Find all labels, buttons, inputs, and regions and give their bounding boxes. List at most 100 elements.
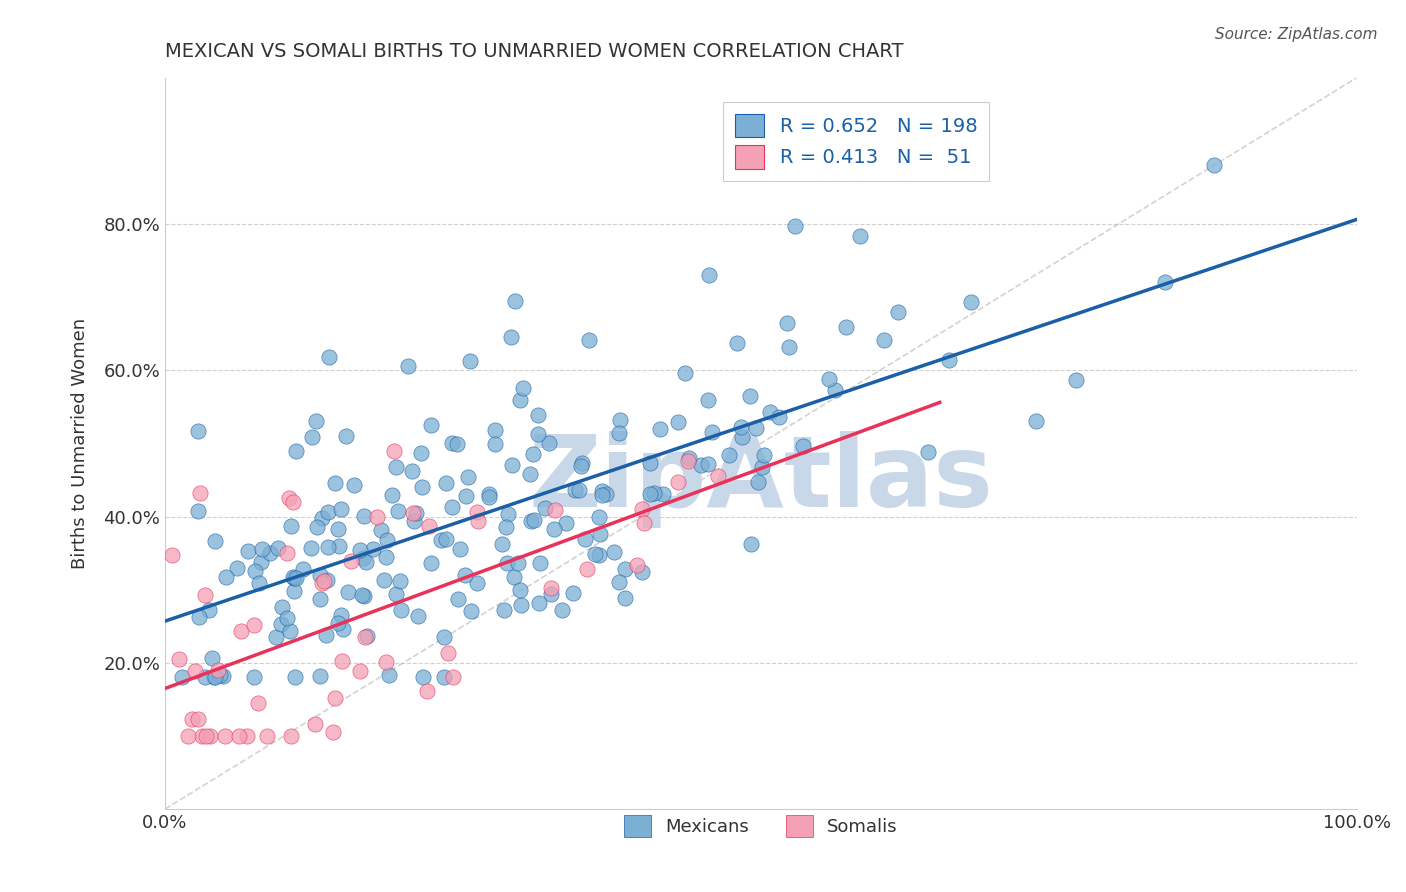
Mexicans — [571, 457, 593, 471]
Somalis — [626, 558, 648, 572]
Mexicans — [332, 622, 354, 636]
Mexicans — [401, 465, 423, 479]
Mexicans — [283, 584, 305, 599]
Mexicans — [352, 550, 374, 565]
Somalis — [401, 506, 423, 520]
Mexicans — [510, 599, 533, 613]
Mexicans — [589, 526, 612, 541]
Mexicans — [316, 573, 339, 587]
Mexicans — [509, 582, 531, 597]
Mexicans — [478, 490, 501, 504]
Mexicans — [568, 483, 591, 498]
Mexicans — [370, 524, 392, 538]
Mexicans — [315, 628, 337, 642]
Mexicans — [238, 544, 260, 558]
Mexicans — [406, 608, 429, 623]
Somalis — [416, 684, 439, 698]
Somalis — [194, 729, 217, 743]
Mexicans — [501, 458, 523, 472]
Mexicans — [299, 541, 322, 555]
Mexicans — [309, 591, 332, 606]
Mexicans — [519, 467, 541, 482]
Mexicans — [405, 506, 427, 520]
Mexicans — [666, 415, 689, 429]
Mexicans — [527, 408, 550, 422]
Somalis — [231, 624, 253, 638]
Mexicans — [607, 574, 630, 589]
Mexicans — [352, 588, 374, 602]
Mexicans — [551, 603, 574, 617]
Mexicans — [432, 630, 454, 644]
Somalis — [247, 696, 270, 710]
Somalis — [441, 670, 464, 684]
Mexicans — [638, 487, 661, 501]
Mexicans — [247, 575, 270, 590]
Mexicans — [187, 504, 209, 518]
Mexicans — [752, 448, 775, 462]
Mexicans — [212, 669, 235, 683]
Mexicans — [673, 366, 696, 380]
Somalis — [188, 485, 211, 500]
Mexicans — [700, 425, 723, 439]
Mexicans — [751, 460, 773, 475]
Somalis — [666, 475, 689, 489]
Mexicans — [697, 268, 720, 282]
Mexicans — [198, 603, 221, 617]
Mexicans — [328, 539, 350, 553]
Mexicans — [614, 562, 637, 576]
Mexicans — [204, 670, 226, 684]
Somalis — [707, 468, 730, 483]
Mexicans — [291, 562, 314, 576]
Mexicans — [267, 541, 290, 555]
Mexicans — [778, 340, 800, 354]
Mexicans — [492, 603, 515, 617]
Somalis — [194, 588, 217, 602]
Mexicans — [342, 478, 364, 492]
Mexicans — [385, 587, 408, 601]
Mexicans — [697, 393, 720, 408]
Mexicans — [284, 443, 307, 458]
Mexicans — [276, 611, 298, 625]
Somalis — [467, 505, 489, 519]
Mexicans — [316, 505, 339, 519]
Mexicans — [318, 350, 340, 364]
Mexicans — [678, 451, 700, 466]
Mexicans — [328, 615, 350, 630]
Mexicans — [1025, 414, 1047, 428]
Mexicans — [588, 509, 610, 524]
Somalis — [418, 519, 440, 533]
Somalis — [181, 712, 204, 726]
Mexicans — [311, 511, 333, 525]
Somalis — [277, 491, 299, 506]
Mexicans — [526, 427, 548, 442]
Somalis — [228, 729, 250, 743]
Mexicans — [588, 549, 610, 563]
Mexicans — [522, 448, 544, 462]
Somalis — [467, 514, 489, 528]
Mexicans — [564, 483, 586, 498]
Mexicans — [768, 409, 790, 424]
Somalis — [187, 711, 209, 725]
Mexicans — [509, 393, 531, 408]
Mexicans — [523, 513, 546, 527]
Mexicans — [614, 591, 637, 605]
Mexicans — [652, 487, 675, 501]
Mexicans — [460, 604, 482, 618]
Mexicans — [730, 420, 752, 434]
Mexicans — [354, 556, 377, 570]
Somalis — [276, 546, 298, 560]
Somalis — [304, 717, 326, 731]
Somalis — [198, 729, 221, 743]
Mexicans — [308, 568, 330, 582]
Mexicans — [337, 585, 360, 599]
Somalis — [167, 651, 190, 665]
Mexicans — [478, 487, 501, 501]
Text: MEXICAN VS SOMALI BIRTHS TO UNMARRIED WOMEN CORRELATION CHART: MEXICAN VS SOMALI BIRTHS TO UNMARRIED WO… — [165, 42, 904, 61]
Mexicans — [411, 445, 433, 459]
Mexicans — [280, 624, 302, 638]
Mexicans — [818, 372, 841, 386]
Mexicans — [375, 550, 398, 565]
Mexicans — [434, 532, 457, 546]
Mexicans — [280, 519, 302, 533]
Mexicans — [323, 475, 346, 490]
